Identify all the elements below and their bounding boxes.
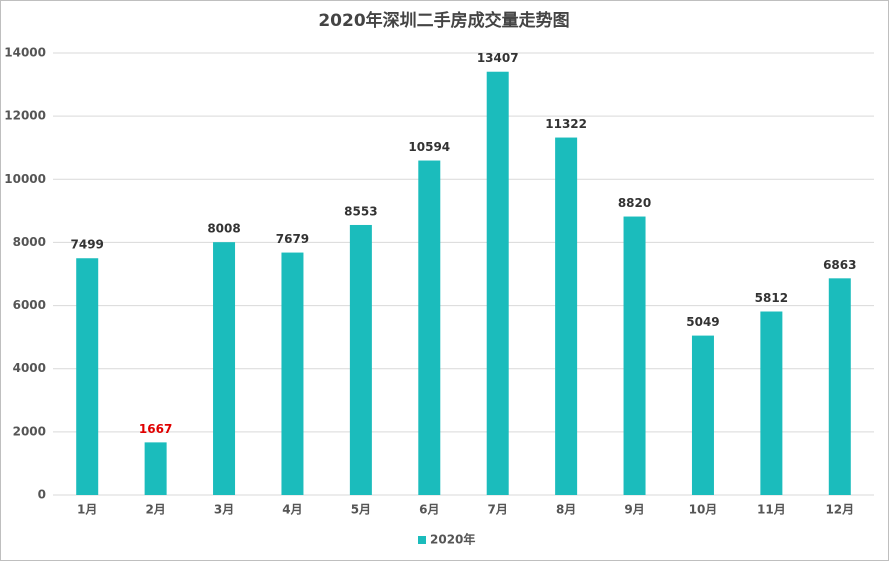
data-label: 5049 bbox=[686, 315, 719, 329]
bar bbox=[349, 224, 372, 495]
data-label: 11322 bbox=[545, 117, 587, 131]
x-tick-label: 4月 bbox=[282, 503, 302, 517]
y-tick-label: 10000 bbox=[4, 172, 46, 186]
data-label: 7499 bbox=[71, 238, 104, 252]
bar bbox=[486, 71, 509, 495]
x-tick-label: 6月 bbox=[419, 503, 439, 517]
data-label: 7679 bbox=[276, 232, 309, 246]
x-tick-label: 11月 bbox=[757, 503, 786, 517]
data-label: 5812 bbox=[755, 291, 788, 305]
chart-title: 2020年深圳二手房成交量走势图 bbox=[318, 10, 569, 31]
x-tick-label: 1月 bbox=[77, 503, 97, 517]
data-label: 8820 bbox=[618, 196, 651, 210]
legend-label: 2020年 bbox=[430, 532, 475, 547]
bar bbox=[418, 160, 441, 495]
bar bbox=[760, 311, 783, 495]
x-tick-label: 12月 bbox=[825, 503, 854, 517]
data-label: 8008 bbox=[207, 222, 240, 236]
bar bbox=[828, 278, 851, 495]
y-tick-label: 6000 bbox=[13, 298, 46, 312]
bar bbox=[144, 442, 167, 495]
y-tick-label: 0 bbox=[38, 488, 46, 502]
x-tick-label: 10月 bbox=[689, 503, 718, 517]
x-tick-label: 5月 bbox=[351, 503, 371, 517]
bar bbox=[281, 252, 304, 495]
data-label: 8553 bbox=[344, 204, 377, 218]
y-tick-label: 14000 bbox=[4, 46, 46, 60]
data-label: 1667 bbox=[139, 422, 172, 436]
bar bbox=[555, 137, 578, 495]
legend-swatch bbox=[418, 536, 426, 544]
y-tick-label: 4000 bbox=[13, 361, 46, 375]
data-label: 10594 bbox=[408, 140, 450, 154]
x-tick-label: 8月 bbox=[556, 503, 576, 517]
bar bbox=[623, 216, 646, 496]
y-tick-label: 8000 bbox=[13, 235, 46, 249]
y-tick-label: 2000 bbox=[13, 424, 46, 438]
x-tick-label: 3月 bbox=[214, 503, 234, 517]
x-tick-label: 2月 bbox=[145, 503, 165, 517]
x-tick-label: 7月 bbox=[488, 503, 508, 517]
bar bbox=[691, 335, 714, 495]
bar bbox=[76, 258, 99, 495]
data-label: 6863 bbox=[823, 258, 856, 272]
data-label: 13407 bbox=[477, 51, 519, 65]
y-tick-label: 12000 bbox=[4, 109, 46, 123]
x-tick-label: 9月 bbox=[624, 503, 644, 517]
bar bbox=[213, 242, 236, 495]
